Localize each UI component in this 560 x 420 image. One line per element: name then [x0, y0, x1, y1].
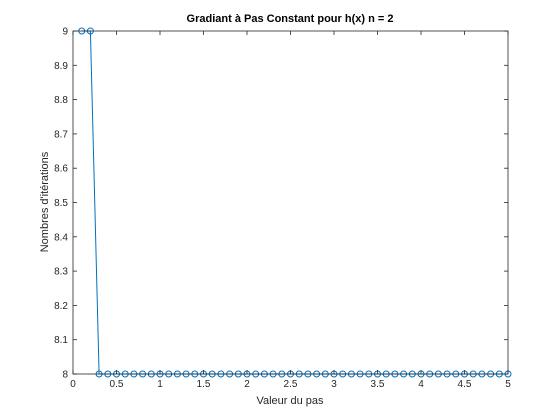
x-tick-label: 0.5 [110, 379, 124, 390]
x-tick-label: 4 [418, 379, 424, 390]
axes-box [72, 30, 509, 375]
x-tick-label: 1.5 [197, 379, 211, 390]
y-tick-label: 8.3 [54, 267, 68, 278]
y-tick-label: 8.7 [54, 129, 68, 140]
y-tick-label: 9 [62, 27, 68, 38]
y-tick-label: 8.1 [54, 335, 68, 346]
y-tick-label: 8.2 [54, 301, 68, 312]
x-tick-label: 4.5 [458, 379, 472, 390]
x-tick-label: 5 [505, 379, 511, 390]
x-tick-label: 2 [244, 379, 250, 390]
x-tick-label: 1 [157, 379, 163, 390]
x-tick-label: 2.5 [284, 379, 298, 390]
y-tick-label: 8.5 [54, 198, 68, 209]
y-tick-label: 8.4 [54, 232, 68, 243]
x-axis-label: Valeur du pas [256, 395, 324, 407]
x-tick-label: 3 [331, 379, 337, 390]
x-tick-label: 0 [70, 379, 76, 390]
x-tick-label: 3.5 [371, 379, 385, 390]
chart-title: Gradiant à Pas Constant pour h(x) n = 2 [187, 13, 394, 25]
y-tick-label: 8.6 [54, 164, 68, 175]
y-tick-label: 8 [62, 370, 68, 381]
plot-area [73, 31, 508, 374]
y-tick-label: 8.8 [54, 95, 68, 106]
y-tick-label: 8.9 [54, 61, 68, 72]
y-axis-label: Nombres d'itérations [39, 151, 51, 252]
